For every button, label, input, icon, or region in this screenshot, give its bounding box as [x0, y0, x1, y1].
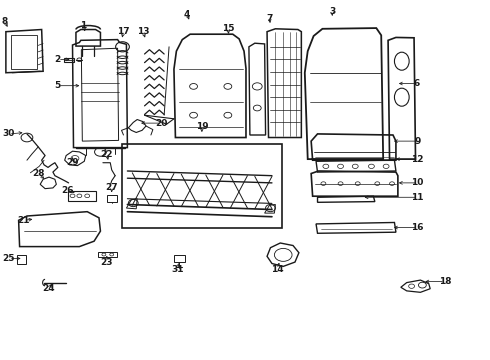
Text: 1: 1 [80, 21, 86, 30]
Text: 7: 7 [266, 14, 273, 23]
Text: 30: 30 [2, 130, 15, 139]
Text: 3: 3 [329, 7, 335, 16]
Text: 18: 18 [439, 277, 451, 286]
Bar [68, 191, 96, 201]
Text: 5: 5 [55, 81, 61, 90]
Text: 6: 6 [414, 79, 419, 88]
Text: 31: 31 [171, 265, 184, 274]
Text: 12: 12 [411, 155, 424, 163]
Text: 25: 25 [2, 254, 15, 263]
Text: 21: 21 [17, 216, 30, 225]
Text: 24: 24 [43, 284, 55, 293]
Text: 4: 4 [184, 10, 191, 19]
Text: 17: 17 [117, 27, 130, 36]
Bar [107, 195, 117, 202]
Text: 16: 16 [411, 223, 424, 232]
Text: 22: 22 [100, 150, 113, 159]
Text: 8: 8 [2, 17, 8, 26]
Bar [98, 252, 117, 257]
Text: 27: 27 [105, 184, 118, 193]
Bar [11, 35, 37, 69]
Text: 15: 15 [221, 24, 234, 33]
Text: 29: 29 [66, 158, 79, 167]
Bar [17, 255, 26, 264]
Bar [174, 255, 185, 262]
Text: 9: 9 [414, 137, 421, 146]
Text: 11: 11 [411, 193, 424, 202]
Text: 13: 13 [137, 27, 149, 36]
Text: 28: 28 [32, 169, 45, 178]
Bar [122, 144, 282, 228]
Text: 23: 23 [100, 258, 113, 266]
Bar [64, 58, 74, 62]
Text: 26: 26 [61, 186, 74, 195]
Text: 20: 20 [155, 119, 168, 128]
Text: 2: 2 [55, 55, 61, 64]
Text: 19: 19 [196, 122, 208, 131]
Text: 14: 14 [270, 265, 283, 274]
Text: 10: 10 [411, 179, 424, 188]
